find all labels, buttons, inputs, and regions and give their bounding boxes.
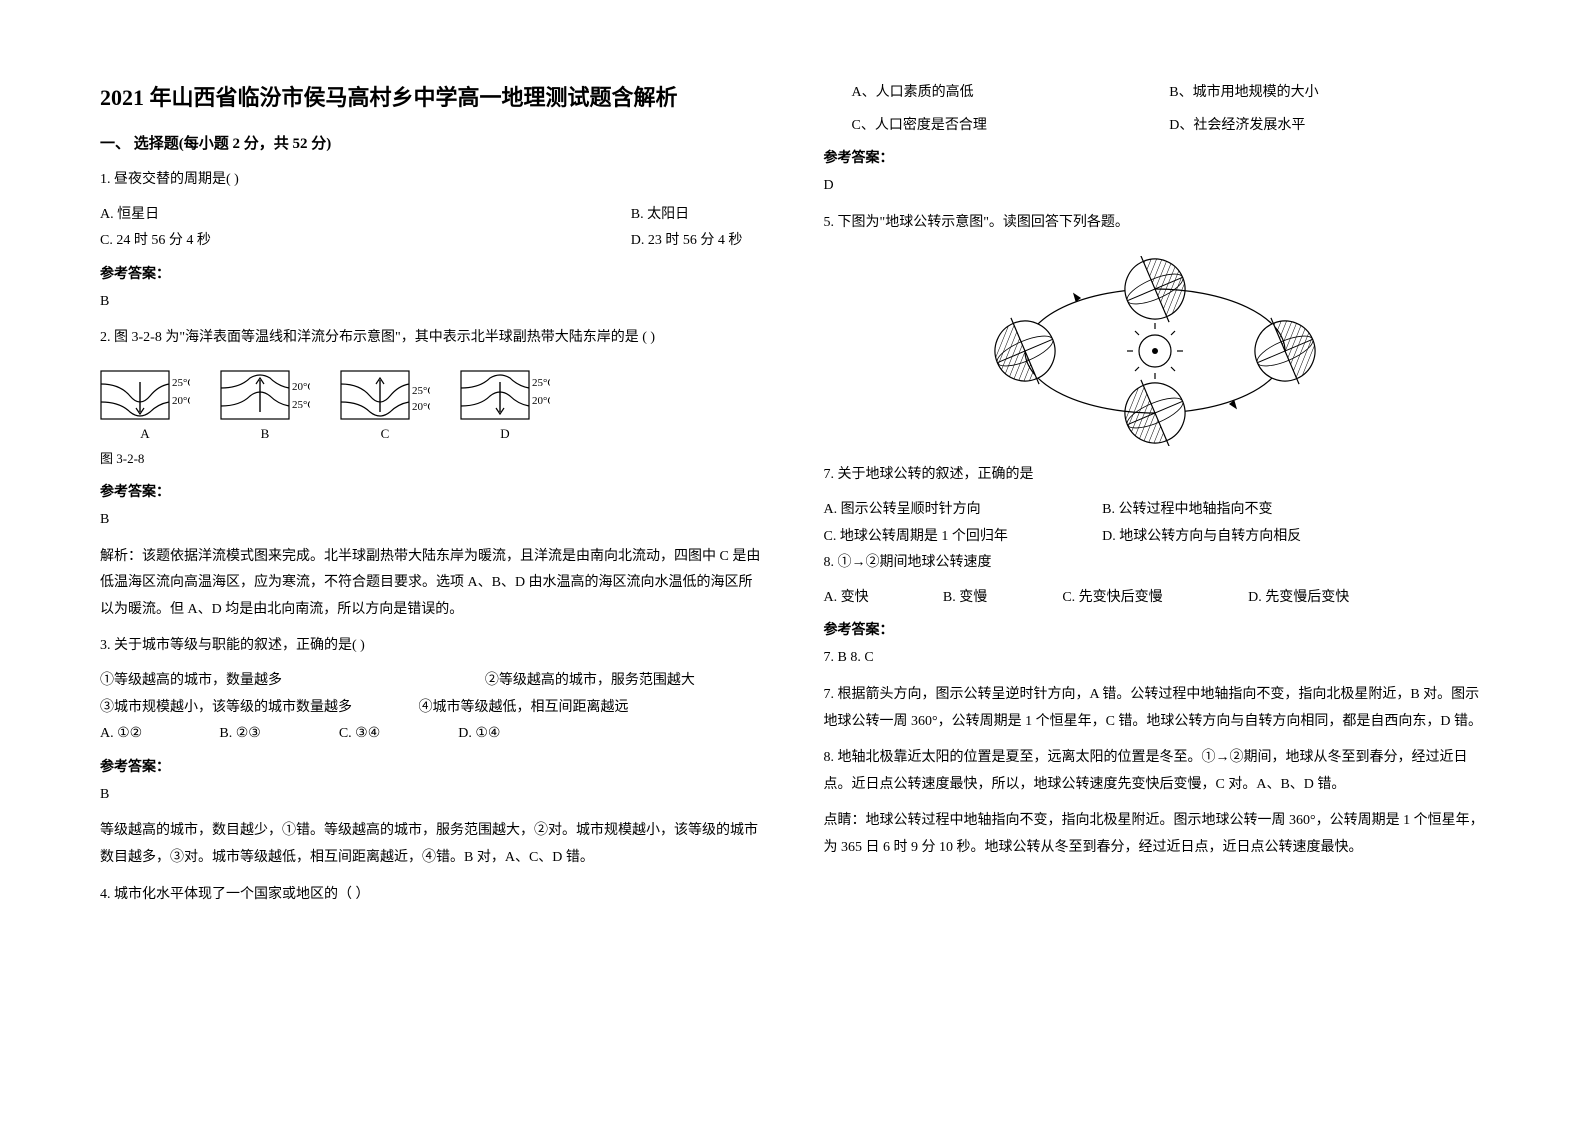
isotherm-diagram-c: 25°C 20°C [340,370,430,422]
q7-stem: 7. 关于地球公转的叙述，正确的是 [824,462,1488,489]
q3-stem: 3. 关于城市等级与职能的叙述，正确的是( ) [100,633,764,660]
q3-opt-d: D. ①④ [458,721,577,748]
temp-20: 20°C [412,401,430,413]
q3-subopts-row2: ③城市规模越小，该等级的城市数量越多 ④城市等级越低，相互间距离越远 [100,695,764,722]
q4-opt-a: A、人口素质的高低 [852,80,1170,107]
sun-icon [1127,323,1183,379]
isotherm-diagram-b: 20°C 25°C [220,370,310,422]
section-heading: 一、 选择题(每小题 2 分，共 52 分) [100,132,764,153]
globe-top [1114,256,1197,334]
q4-options-row1: A、人口素质的高低 B、城市用地规模的大小 [824,80,1488,107]
q3-opt-c: C. ③④ [339,721,458,748]
temp-20: 20°C [172,395,190,407]
q3-options: A. ①② B. ②③ C. ③④ D. ①④ [100,721,764,748]
q8-options: A. 变快 B. 变慢 C. 先变快后变慢 D. 先变慢后变快 [824,585,1488,612]
q5-stem: 5. 下图为"地球公转示意图"。读图回答下列各题。 [824,210,1488,237]
q2-label-c: C [381,426,390,442]
q7-opt-a: A. 图示公转呈顺时针方向 [824,497,1103,524]
q7-explanation: 7. 根据箭头方向，图示公转呈逆时针方向，A 错。公转过程中地轴指向不变，指向北… [824,682,1488,735]
q2-fig-a: 25°C 20°C A [100,370,190,442]
q4-answer-label: 参考答案： [824,147,1488,167]
q2-answer-label: 参考答案： [100,481,764,501]
q8-opt-b: B. 变慢 [943,585,1062,612]
isotherm-diagram-a: 25°C 20°C [100,370,190,422]
q1-options-row2: C. 24 时 56 分 4 秒 D. 23 时 56 分 4 秒 [100,228,764,255]
q2-answer: B [100,507,764,534]
q2-explanation: 解析：该题依据洋流模式图来完成。北半球副热带大陆东岸为暖流，且洋流是由南向北流动… [100,544,764,624]
temp-20: 20°C [532,395,550,407]
q7-opt-b: B. 公转过程中地轴指向不变 [1102,497,1272,524]
q1-opt-b: B. 太阳日 [631,202,689,229]
temp-25: 25°C [292,399,310,411]
q7-options-row1: A. 图示公转呈顺时针方向 B. 公转过程中地轴指向不变 [824,497,1488,524]
q2-figure-row: 25°C 20°C A 20°C 25°C B [100,370,764,442]
isotherm-diagram-d: 25°C 20°C [460,370,550,422]
q2-label-b: B [261,426,270,442]
q4-opt-b: B、城市用地规模的大小 [1169,80,1487,107]
q8-stem: 8. ①→②期间地球公转速度 [824,550,1488,577]
q1-opt-d: D. 23 时 56 分 4 秒 [631,228,743,255]
q8-tip: 点睛：地球公转过程中地轴指向不变，指向北极星附近。图示地球公转一周 360°，公… [824,808,1488,861]
left-column: 2021 年山西省临汾市侯马高村乡中学高一地理测试题含解析 一、 选择题(每小题… [100,80,764,1082]
page-title: 2021 年山西省临汾市侯马高村乡中学高一地理测试题含解析 [100,80,764,112]
q8-opt-a: A. 变快 [824,585,943,612]
q2-caption: 图 3-2-8 [100,448,764,467]
q3-answer: B [100,782,764,809]
q2-label-a: A [140,426,149,442]
q2-fig-b: 20°C 25°C B [220,370,310,442]
q1-opt-c: C. 24 时 56 分 4 秒 [100,228,631,255]
q7-opt-d: D. 地球公转方向与自转方向相反 [1102,524,1301,551]
q3-sub2: ②等级越高的城市，服务范围越大 [485,668,695,695]
temp-25: 25°C [172,377,190,389]
globe-left [985,307,1067,397]
temp-25: 25°C [412,385,430,397]
q3-explanation: 等级越高的城市，数目越少，①错。等级越高的城市，服务范围越大，②对。城市规模越小… [100,818,764,871]
q1-stem: 1. 昼夜交替的周期是( ) [100,167,764,194]
q7-options-row2: C. 地球公转周期是 1 个回归年 D. 地球公转方向与自转方向相反 [824,524,1488,551]
q3-sub4: ④城市等级越低，相互间距离越远 [418,695,628,722]
q2-stem: 2. 图 3-2-8 为"海洋表面等温线和洋流分布示意图"，其中表示北半球副热带… [100,325,764,352]
globe-right [1244,307,1326,397]
q8-explanation: 8. 地轴北极靠近太阳的位置是夏至，远离太阳的位置是冬至。①→②期间，地球从冬至… [824,745,1488,798]
q4-options-row2: C、人口密度是否合理 D、社会经济发展水平 [824,113,1488,140]
q2-fig-d: 25°C 20°C D [460,370,550,442]
q78-answers: 7. B 8. C [824,645,1488,672]
q2-fig-c: 25°C 20°C C [340,370,430,442]
q3-sub1: ①等级越高的城市，数量越多 [100,668,485,695]
q8-opt-c: C. 先变快后变慢 [1062,585,1248,612]
temp-25: 25°C [532,377,550,389]
q1-answer: B [100,289,764,316]
q5-diagram-wrapper [824,256,1488,446]
q1-options-row1: A. 恒星日 B. 太阳日 [100,202,764,229]
temp-20: 20°C [292,381,310,393]
q3-subopts-row1: ①等级越高的城市，数量越多 ②等级越高的城市，服务范围越大 [100,668,764,695]
earth-revolution-diagram [985,256,1325,446]
q4-answer: D [824,173,1488,200]
q3-opt-b: B. ②③ [219,721,338,748]
q8-opt-d: D. 先变慢后变快 [1248,585,1349,612]
q78-answer-label: 参考答案： [824,619,1488,639]
q1-opt-a: A. 恒星日 [100,202,631,229]
q3-opt-a: A. ①② [100,721,219,748]
q4-opt-d: D、社会经济发展水平 [1169,113,1487,140]
right-column: A、人口素质的高低 B、城市用地规模的大小 C、人口密度是否合理 D、社会经济发… [824,80,1488,1082]
q3-sub3: ③城市规模越小，该等级的城市数量越多 [100,695,418,722]
q3-answer-label: 参考答案： [100,756,764,776]
q1-answer-label: 参考答案： [100,263,764,283]
q4-stem: 4. 城市化水平体现了一个国家或地区的（ ） [100,882,764,909]
q7-opt-c: C. 地球公转周期是 1 个回归年 [824,524,1103,551]
globe-bottom [1114,369,1197,447]
q2-label-d: D [500,426,509,442]
q4-opt-c: C、人口密度是否合理 [852,113,1170,140]
